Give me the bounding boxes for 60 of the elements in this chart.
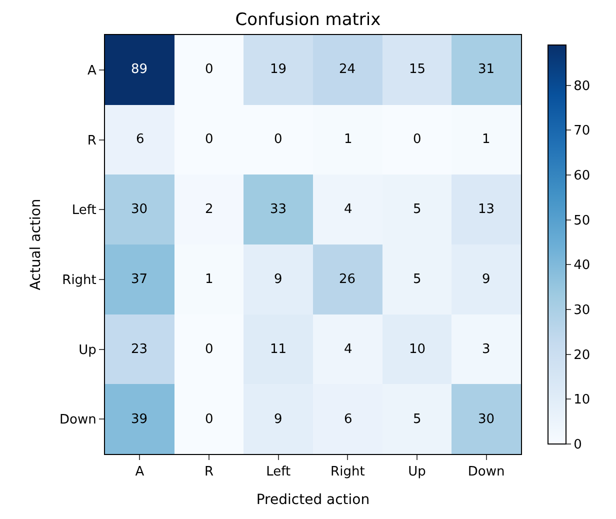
data-label: 9 — [274, 412, 282, 427]
x-tick-label: Right — [330, 464, 365, 480]
data-label: 6 — [344, 412, 352, 427]
data-label: 19 — [270, 62, 287, 77]
x-tick-label: A — [135, 464, 144, 480]
data-label: 15 — [409, 62, 426, 77]
data-label: 0 — [413, 132, 422, 147]
color-bar-label: 60 — [574, 168, 590, 184]
data-label: 9 — [274, 272, 282, 287]
chart-title: Confusion matrix — [235, 10, 381, 30]
data-label: 1 — [482, 132, 490, 147]
color-bar-label: 30 — [574, 303, 590, 318]
x-tick-label: Up — [408, 464, 426, 480]
data-label: 24 — [339, 62, 356, 77]
y-tick-label: Left — [72, 203, 96, 218]
data-label: 0 — [205, 62, 214, 77]
y-tick-label: Down — [60, 412, 96, 428]
data-label: 23 — [131, 342, 148, 357]
data-label: 5 — [413, 202, 422, 217]
data-label: 11 — [270, 342, 287, 357]
x-axis-title: Predicted action — [256, 492, 370, 508]
data-label: 2 — [205, 202, 214, 217]
color-bar-label: 70 — [574, 124, 590, 139]
y-tick-label: A — [87, 63, 96, 78]
y-axis-title: Actual action — [28, 198, 44, 290]
color-bar-label: 80 — [574, 78, 590, 94]
color-bar-label: 20 — [574, 348, 590, 363]
data-label: 6 — [136, 132, 144, 147]
data-label: 1 — [205, 272, 214, 287]
data-label: 0 — [274, 132, 282, 147]
data-label: 0 — [205, 412, 214, 427]
data-label: 39 — [131, 412, 148, 427]
color-bar-label: 40 — [574, 258, 590, 274]
data-label: 26 — [339, 272, 356, 287]
x-tick-label: Left — [266, 464, 291, 480]
data-label: 4 — [344, 342, 352, 357]
x-tick-label: Down — [468, 464, 505, 480]
color-bar-label: 0 — [574, 438, 582, 453]
data-label: 31 — [478, 62, 495, 77]
data-label: 5 — [413, 412, 422, 427]
data-label: 33 — [270, 202, 287, 217]
data-label: 5 — [413, 272, 422, 287]
x-tick-label: R — [204, 464, 214, 480]
data-label: 4 — [344, 202, 352, 217]
color-bar-label: 50 — [574, 213, 590, 228]
color-bar-label: 10 — [574, 392, 590, 408]
data-label: 37 — [131, 272, 148, 287]
data-label: 10 — [409, 342, 426, 357]
data-label: 1 — [344, 132, 352, 147]
data-label: 89 — [131, 62, 148, 77]
data-label: 3 — [482, 342, 490, 357]
data-label: 30 — [131, 202, 148, 217]
data-label: 0 — [205, 132, 214, 147]
data-label: 13 — [478, 202, 495, 217]
data-label: 9 — [482, 272, 490, 287]
data-label: 30 — [478, 412, 495, 427]
y-tick-label: R — [87, 133, 96, 148]
data-label: 0 — [205, 342, 214, 357]
y-tick-label: Right — [62, 272, 96, 288]
y-tick-label: Up — [78, 342, 96, 358]
